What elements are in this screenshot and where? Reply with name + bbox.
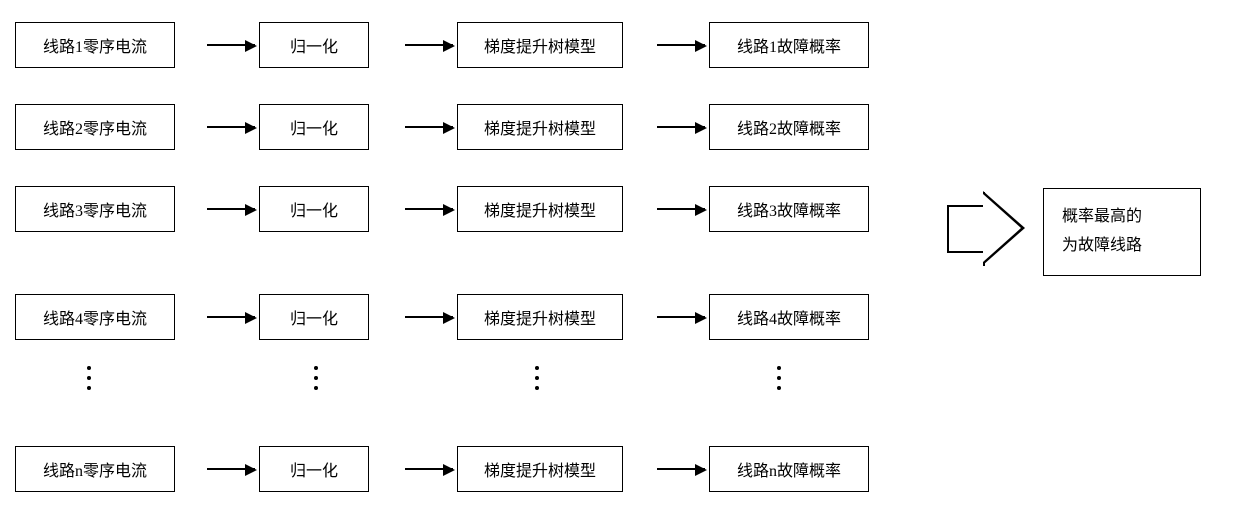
arrow-icon	[405, 208, 453, 210]
normalize-box: 归一化	[259, 22, 369, 68]
model-box: 梯度提升树模型	[457, 104, 623, 150]
output-box: 线路4故障概率	[709, 294, 869, 340]
arrow-icon	[657, 468, 705, 470]
output-box: 线路1故障概率	[709, 22, 869, 68]
result-box: 概率最高的 为故障线路	[1043, 188, 1201, 276]
input-box: 线路3零序电流	[15, 186, 175, 232]
arrow-icon	[207, 468, 255, 470]
arrow-icon	[207, 208, 255, 210]
model-box: 梯度提升树模型	[457, 294, 623, 340]
arrow-icon	[657, 208, 705, 210]
arrow-icon	[207, 126, 255, 128]
input-box: 线路4零序电流	[15, 294, 175, 340]
input-box: 线路2零序电流	[15, 104, 175, 150]
arrow-icon	[657, 44, 705, 46]
flow-row-1: 线路1零序电流 归一化 梯度提升树模型 线路1故障概率	[15, 23, 869, 67]
result-line2: 为故障线路	[1062, 232, 1182, 261]
normalize-box: 归一化	[259, 294, 369, 340]
result-line1: 概率最高的	[1062, 203, 1182, 232]
normalize-box: 归一化	[259, 104, 369, 150]
input-box: 线路n零序电流	[15, 446, 175, 492]
flow-row-2: 线路2零序电流 归一化 梯度提升树模型 线路2故障概率	[15, 105, 869, 149]
normalize-box: 归一化	[259, 186, 369, 232]
column2-ellipsis	[314, 366, 318, 390]
arrow-icon	[657, 126, 705, 128]
column1-ellipsis	[87, 366, 91, 390]
output-box: 线路2故障概率	[709, 104, 869, 150]
model-box: 梯度提升树模型	[457, 446, 623, 492]
arrow-icon	[657, 316, 705, 318]
normalize-box: 归一化	[259, 446, 369, 492]
flowchart-container: 线路1零序电流归一化梯度提升树模型线路1故障概率线路2零序电流归一化梯度提升树模…	[15, 15, 1225, 503]
arrow-icon	[405, 126, 453, 128]
arrow-icon	[405, 316, 453, 318]
model-box: 梯度提升树模型	[457, 22, 623, 68]
output-box: 线路n故障概率	[709, 446, 869, 492]
column3-ellipsis	[535, 366, 539, 390]
flow-row-4: 线路4零序电流 归一化 梯度提升树模型 线路4故障概率	[15, 295, 869, 339]
column4-ellipsis	[777, 366, 781, 390]
arrow-icon	[207, 316, 255, 318]
arrow-icon	[405, 468, 453, 470]
flow-row-5: 线路n零序电流 归一化 梯度提升树模型 线路n故障概率	[15, 447, 869, 491]
arrow-icon	[405, 44, 453, 46]
arrow-icon	[207, 44, 255, 46]
model-box: 梯度提升树模型	[457, 186, 623, 232]
flow-row-3: 线路3零序电流 归一化 梯度提升树模型 线路3故障概率	[15, 187, 869, 231]
output-box: 线路3故障概率	[709, 186, 869, 232]
input-box: 线路1零序电流	[15, 22, 175, 68]
